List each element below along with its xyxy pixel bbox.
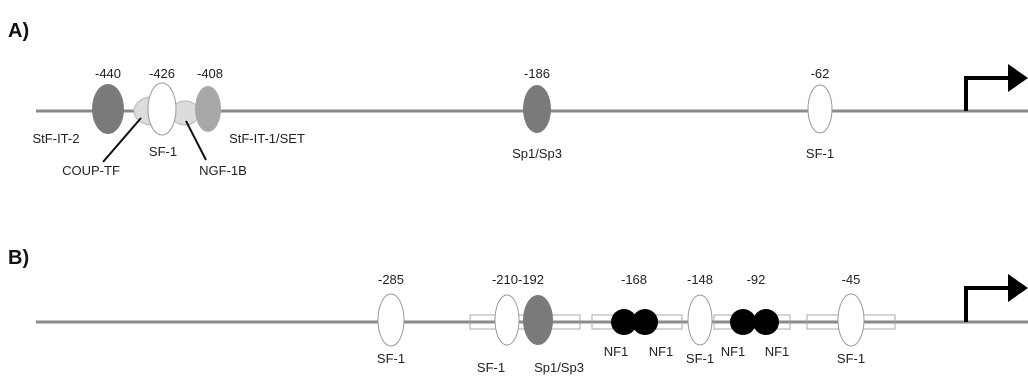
label-sf-1-a2: SF-1: [806, 146, 834, 161]
stf-it-1-set-site: [195, 86, 221, 132]
label-stf-it-2: StF-IT-2: [33, 131, 80, 146]
pos-92: -92: [747, 272, 766, 287]
panel-a-label: A): [8, 20, 29, 42]
label-nf1-b2: NF1: [649, 344, 674, 359]
sf-1-site-b3: [687, 294, 713, 346]
pos-408: -408: [197, 66, 223, 81]
pos-210-192: -210-192: [492, 272, 544, 287]
label-sp1-sp3-a: Sp1/Sp3: [512, 146, 562, 161]
nf1-site-b4: [753, 309, 779, 335]
pos-148: -148: [687, 272, 713, 287]
sf-1-site-b4: [837, 293, 865, 347]
label-nf1-b3: NF1: [721, 344, 746, 359]
label-ngf-1b: NGF-1B: [199, 163, 247, 178]
label-sf-1-b4: SF-1: [837, 351, 865, 366]
label-stf-it-1-set: StF-IT-1/SET: [229, 131, 305, 146]
pos-186: -186: [524, 66, 550, 81]
stf-it-2-site: [92, 84, 124, 134]
pos-426: -426: [149, 66, 175, 81]
label-sf-1-b2: SF-1: [477, 360, 505, 375]
pos-440: -440: [95, 66, 121, 81]
label-nf1-b1: NF1: [604, 344, 629, 359]
pos-62: -62: [811, 66, 830, 81]
tss-arrowhead-b: [1008, 274, 1028, 302]
nf1-site-b3: [730, 309, 756, 335]
pos-285: -285: [378, 272, 404, 287]
label-nf1-b4: NF1: [765, 344, 790, 359]
panel-b-label: B): [8, 247, 29, 269]
label-sp1-sp3-b: Sp1/Sp3: [534, 360, 584, 375]
label-sf-1-b3: SF-1: [686, 351, 714, 366]
pos-168: -168: [621, 272, 647, 287]
coup-tf-leader: [102, 117, 142, 163]
tss-arrowhead-a: [1008, 64, 1028, 92]
label-sf-1-a1: SF-1: [149, 144, 177, 159]
tss-arrow-a: [964, 76, 1010, 111]
sf-1-site-a2: [807, 84, 833, 134]
sf-1-site-a1: [147, 82, 177, 136]
nf1-site-b2: [632, 309, 658, 335]
sp1-sp3-site-a: [523, 85, 551, 133]
label-coup-tf: COUP-TF: [62, 163, 120, 178]
sp1-sp3-site-b: [523, 295, 553, 345]
nf1-site-b1: [611, 309, 637, 335]
label-sf-1-b1: SF-1: [377, 351, 405, 366]
tss-arrow-b: [964, 286, 1010, 322]
ngf-1b-leader: [185, 120, 207, 161]
pos-45: -45: [842, 272, 861, 287]
sf-1-site-b1: [377, 293, 405, 347]
sf-1-site-b2: [494, 294, 520, 346]
